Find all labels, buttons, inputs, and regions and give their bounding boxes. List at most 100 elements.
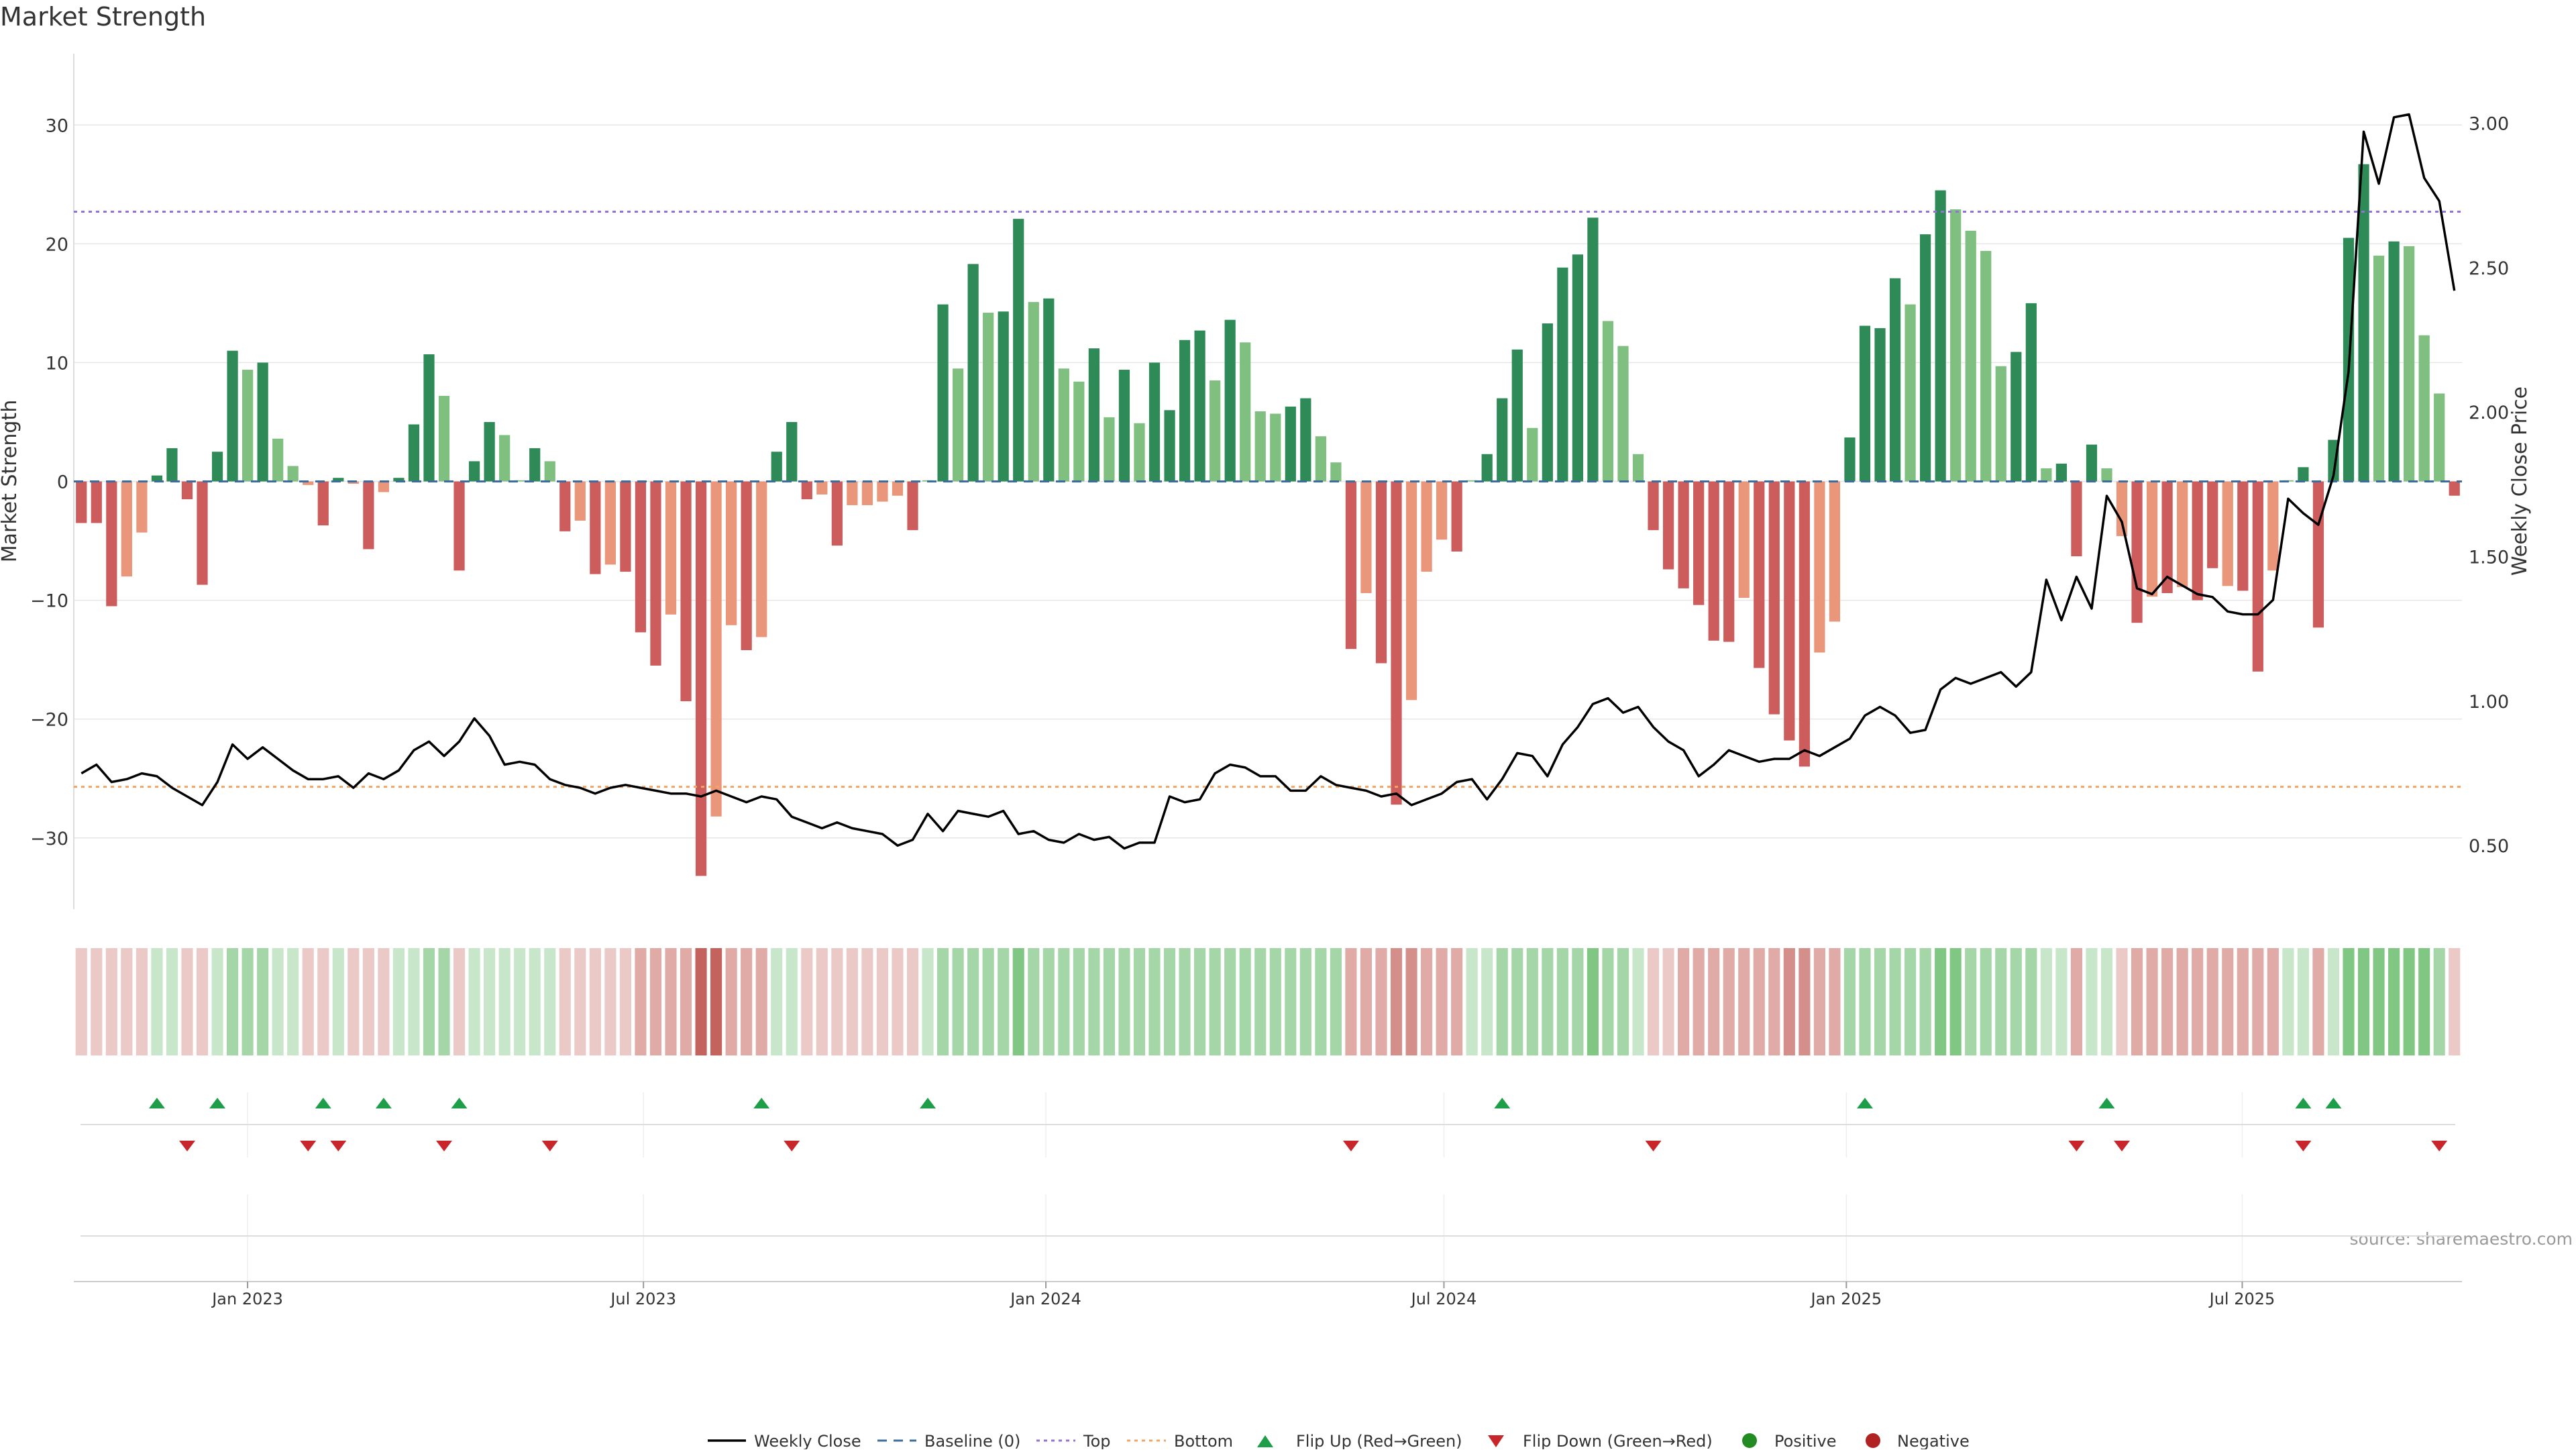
- strip-cell: [695, 948, 707, 1055]
- strip-cell: [1360, 948, 1373, 1055]
- strip-cell: [2146, 948, 2158, 1055]
- y-tick-label: 30: [46, 115, 68, 136]
- y2-tick-label: 0.50: [2469, 836, 2509, 857]
- strip-cell: [1678, 948, 1690, 1055]
- strip-cell: [2070, 948, 2083, 1055]
- x-tick-label: Jan 2023: [211, 1290, 283, 1308]
- legend: Weekly Close Baseline (0) Top Bottom Flip Up…: [708, 1432, 1970, 1451]
- strength-bar: [2418, 335, 2430, 482]
- flip-down-marker: [2431, 1141, 2448, 1151]
- flip-down-marker: [2114, 1141, 2131, 1151]
- strip-cell: [906, 948, 919, 1055]
- strip-cell: [725, 948, 737, 1055]
- strength-bar: [816, 481, 828, 495]
- x-tick-label: Jul 2024: [1410, 1290, 1477, 1308]
- strip-cell: [1421, 948, 1433, 1055]
- chart-title: Market Strength: [0, 2, 206, 32]
- strength-bar: [756, 481, 767, 637]
- flip-down-marker: [1342, 1141, 1359, 1151]
- y2-tick-label: 3.00: [2469, 113, 2509, 134]
- strength-bar: [2161, 481, 2173, 593]
- legend-flip-down-label: Flip Down (Green→Red): [1523, 1432, 1713, 1449]
- strip-cell: [121, 948, 133, 1055]
- strip-cell: [1042, 948, 1055, 1055]
- strength-bar: [1738, 481, 1750, 599]
- flip-markers-layer: [80, 1092, 2455, 1282]
- strength-bar: [1904, 304, 1916, 482]
- strength-bar: [121, 481, 132, 577]
- y2-axis-label: Weekly Close Price: [2508, 386, 2532, 576]
- strength-bar: [2449, 481, 2460, 496]
- strip-cell: [771, 948, 783, 1055]
- strip-cell: [484, 948, 496, 1055]
- strip-cell: [302, 948, 314, 1055]
- strip-cell: [1904, 948, 1917, 1055]
- strength-bar: [1889, 278, 1901, 482]
- strip-cell: [1799, 948, 1811, 1055]
- strength-bar: [695, 481, 707, 876]
- strip-cell: [1995, 948, 2007, 1055]
- legend-flip-down-icon: [1488, 1435, 1504, 1447]
- strength-bar: [2146, 481, 2158, 597]
- strength-bar: [1043, 298, 1055, 482]
- strip-cell: [1874, 948, 1886, 1055]
- strip-cell: [1693, 948, 1705, 1055]
- flip-up-marker: [2325, 1098, 2342, 1108]
- strip-cell: [1572, 948, 1584, 1055]
- strip-cell: [589, 948, 601, 1055]
- strip-cell: [1405, 948, 1417, 1055]
- strip-cell: [619, 948, 631, 1055]
- strip-cell: [1813, 948, 1825, 1055]
- strength-bar: [2071, 481, 2082, 557]
- strip-cell: [227, 948, 239, 1055]
- price-layer: [80, 113, 2456, 850]
- strength-bar: [1073, 381, 1085, 482]
- strength-bar: [242, 370, 254, 482]
- strength-bar: [1950, 209, 1962, 482]
- x-tick-label: Jan 2025: [1810, 1290, 1882, 1308]
- strength-bar: [1104, 417, 1115, 482]
- flip-up-marker: [148, 1098, 165, 1108]
- strip-cell: [710, 948, 722, 1055]
- strength-bar: [181, 481, 193, 500]
- strip-cell: [2237, 948, 2249, 1055]
- strip-cell: [967, 948, 979, 1055]
- strength-bar: [877, 481, 888, 502]
- strip-cell: [1526, 948, 1538, 1055]
- strip-cell: [1949, 948, 1962, 1055]
- strength-bar: [665, 481, 677, 615]
- legend-positive-label: Positive: [1774, 1432, 1837, 1449]
- strength-bar: [831, 481, 843, 546]
- strip-cell: [2373, 948, 2385, 1055]
- strength-bar: [1557, 267, 1568, 482]
- strip-cell: [1542, 948, 1554, 1055]
- strip-cell: [2040, 948, 2052, 1055]
- strength-bar: [393, 478, 405, 482]
- strength-bar: [2086, 444, 2098, 482]
- y-tick-label: 10: [46, 353, 68, 374]
- strength-bar: [1648, 481, 1659, 531]
- strip-cell: [1179, 948, 1191, 1055]
- strip-cell: [1390, 948, 1403, 1055]
- strength-bar: [1058, 368, 1069, 482]
- strength-bar: [1421, 481, 1432, 572]
- strip-cell: [2086, 948, 2098, 1055]
- strength-bar: [1829, 481, 1841, 622]
- strength-bar: [1436, 481, 1448, 540]
- strip-cell: [1299, 948, 1311, 1055]
- strength-bar: [952, 368, 964, 482]
- strip-cell: [1118, 948, 1130, 1055]
- strength-bar: [499, 435, 511, 482]
- strength-bar: [484, 421, 495, 482]
- strip-cell: [1935, 948, 1947, 1055]
- strip-cell: [1980, 948, 1992, 1055]
- strength-bar: [1935, 190, 1946, 482]
- strength-bar: [1330, 462, 1342, 482]
- strip-cell: [1269, 948, 1281, 1055]
- strip-cell: [2282, 948, 2294, 1055]
- strength-bar: [786, 421, 798, 482]
- flip-up-marker: [920, 1098, 936, 1108]
- y-tick-label: −20: [30, 710, 68, 731]
- strength-bar: [892, 481, 904, 496]
